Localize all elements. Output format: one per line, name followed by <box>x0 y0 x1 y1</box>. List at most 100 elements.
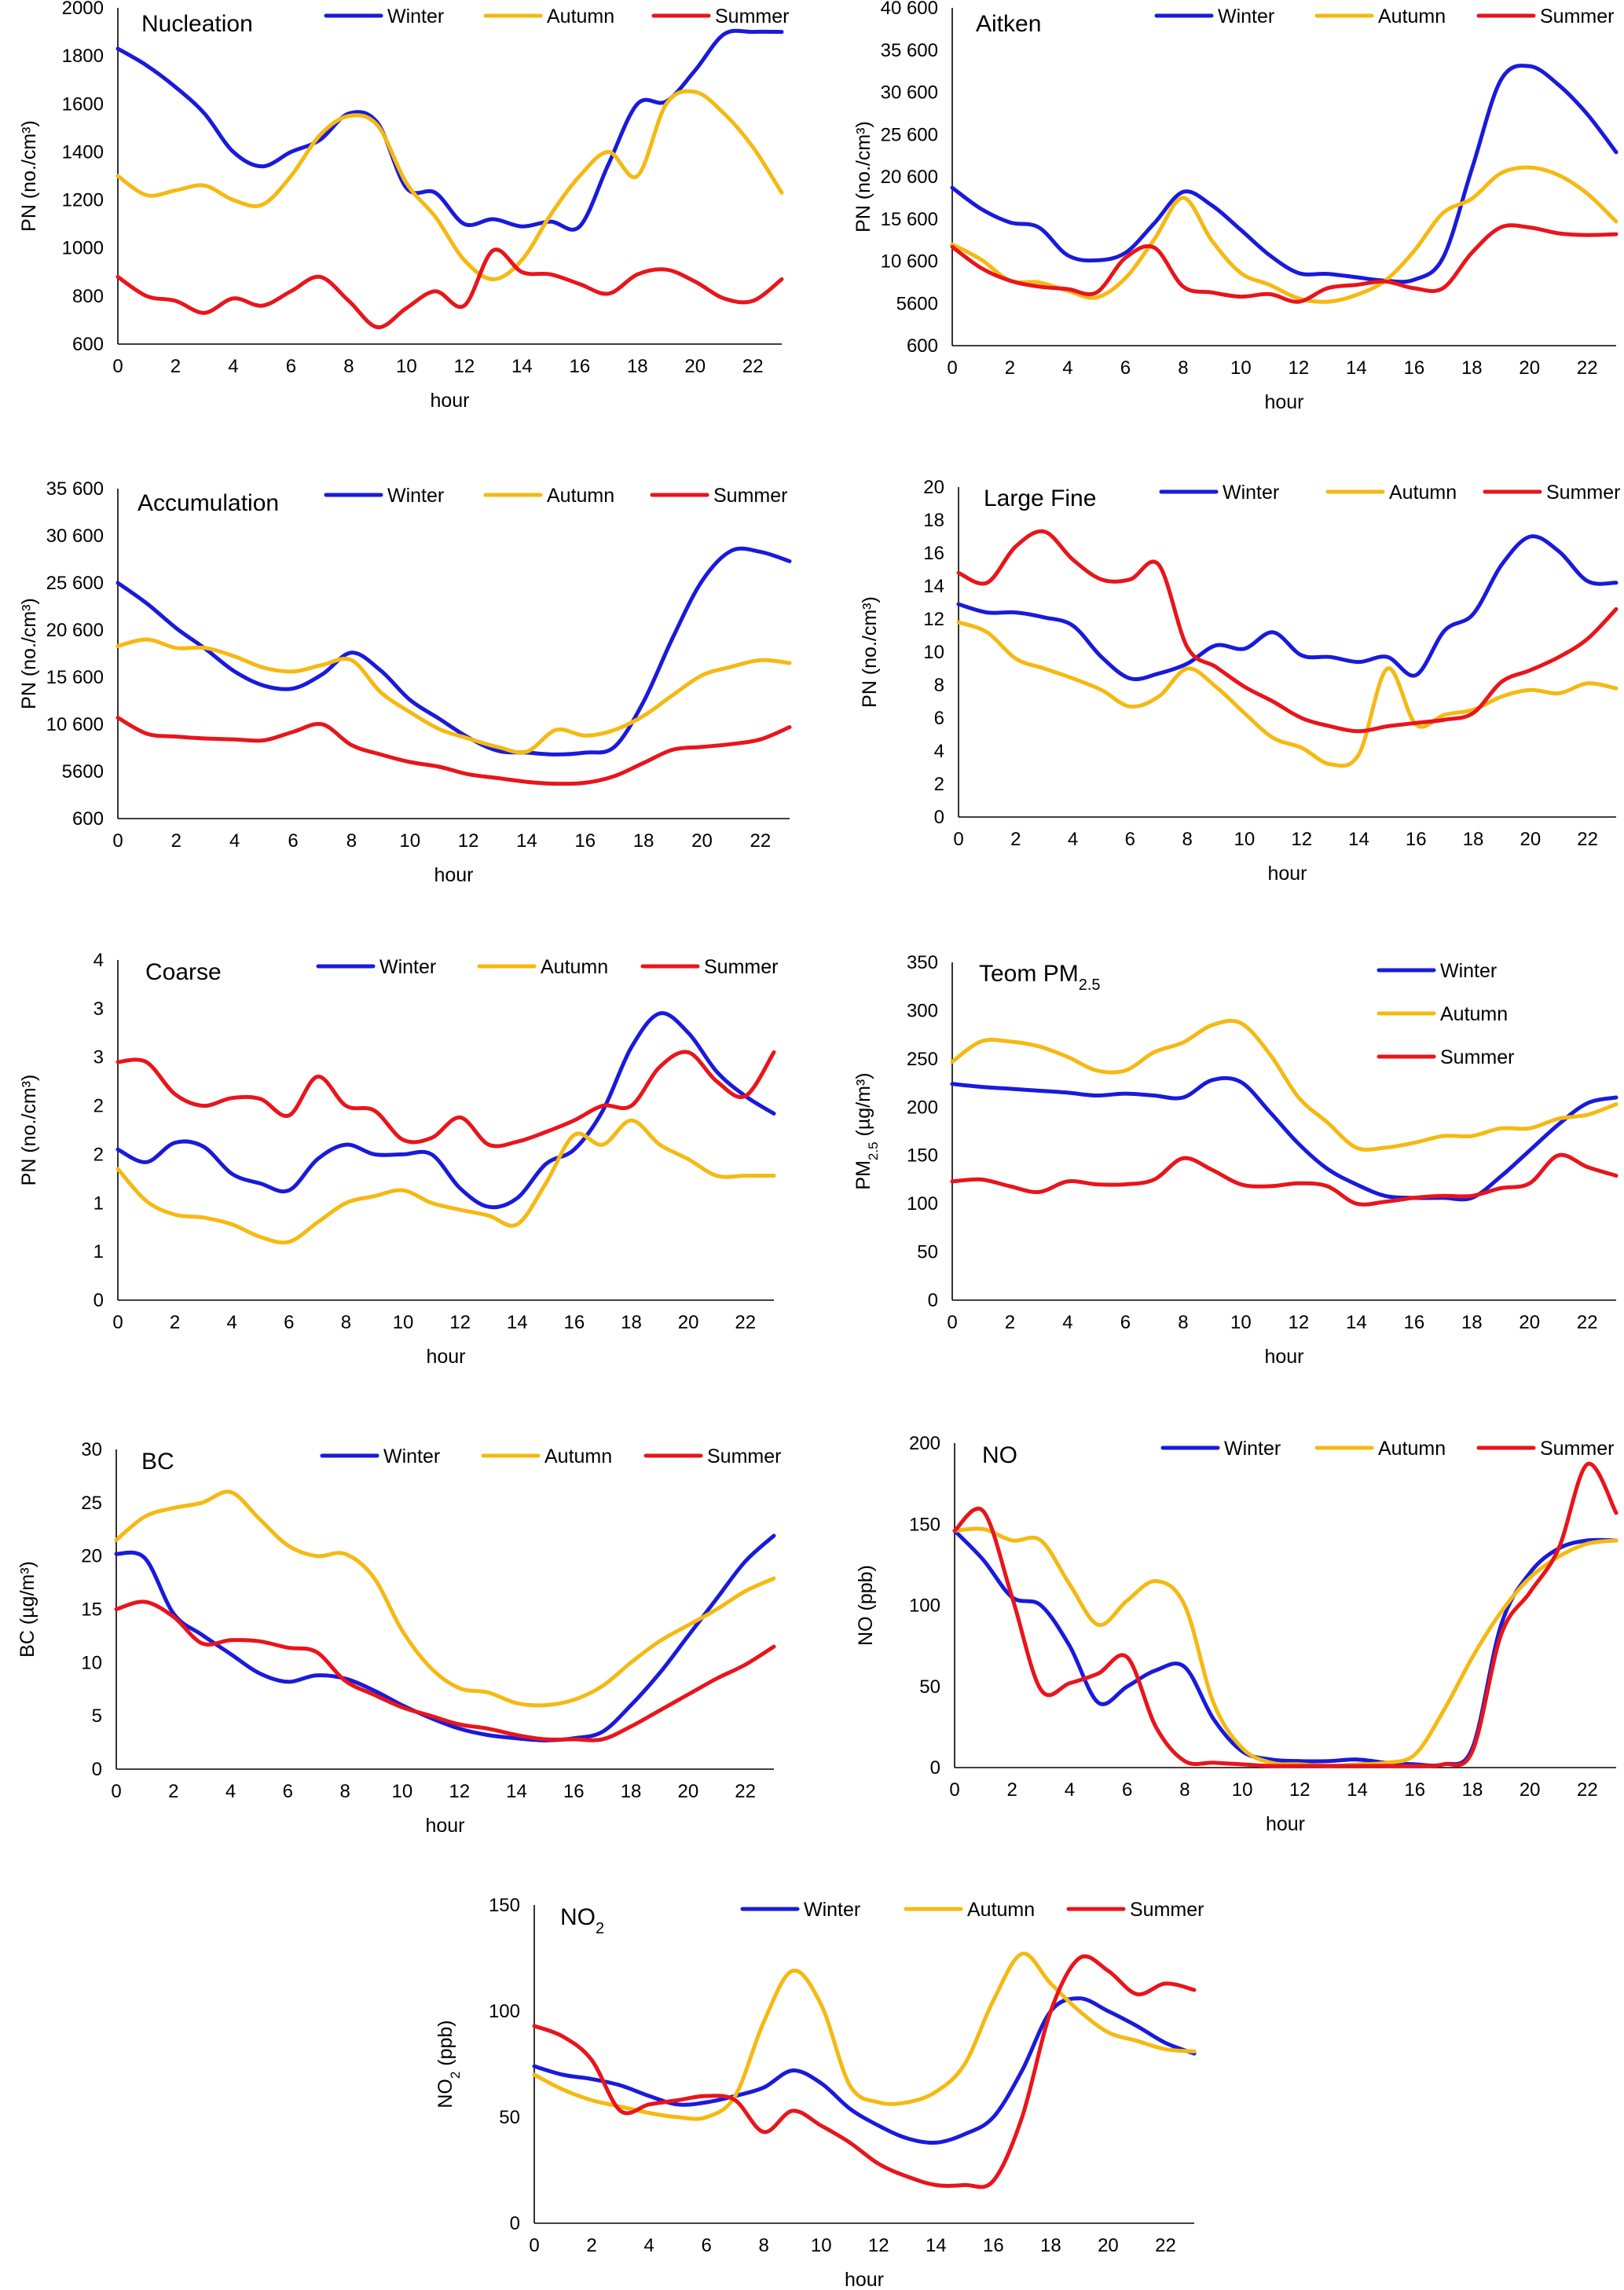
y-tick-label: 350 <box>907 952 938 973</box>
legend-label: Winter <box>1223 482 1279 504</box>
y-tick-label: 2000 <box>62 0 104 19</box>
y-tick-label: 300 <box>907 1000 938 1021</box>
x-tick-label: 22 <box>1577 1312 1598 1333</box>
y-tick-label: 20 600 <box>881 167 938 188</box>
series-line-autumn <box>950 165 1619 304</box>
x-tick-label: 8 <box>1182 829 1192 850</box>
x-tick-label: 0 <box>947 357 957 379</box>
series-line-winter <box>950 1075 1619 1202</box>
legend: Winter Autumn Summer <box>316 956 778 978</box>
chart-panel: 600 800 1000 1200 1400 1600 1800 2000 0 2 4 6 8 10 12 1… <box>18 0 789 412</box>
x-axis-title: hour <box>1264 391 1303 413</box>
x-axis-title: hour <box>425 1815 464 1837</box>
x-tick-label: 4 <box>229 830 240 852</box>
legend-label: Summer <box>715 5 789 27</box>
chart-title: Nucleation <box>141 11 253 37</box>
x-tick-label: 12 <box>458 830 479 852</box>
x-tick-label: 0 <box>112 830 123 852</box>
x-tick-label: 16 <box>564 1312 585 1333</box>
series-line-summer <box>956 529 1619 734</box>
legend-label: Winter <box>379 956 436 978</box>
x-tick-label: 16 <box>983 2235 1004 2256</box>
y-tick-label: 100 <box>907 1193 938 1215</box>
x-tick-label: 10 <box>392 1781 413 1802</box>
x-tick-label: 22 <box>1155 2235 1176 2256</box>
y-tick-label: 30 600 <box>881 82 938 104</box>
x-axis-title: hour <box>430 390 469 412</box>
x-tick-label: 10 <box>393 1312 414 1333</box>
x-tick-label: 6 <box>701 2235 711 2256</box>
y-tick-label: 8 <box>934 675 944 696</box>
y-tick-label: 10 <box>81 1652 102 1673</box>
y-tick-label: 5 <box>92 1706 102 1727</box>
y-tick-label: 600 <box>72 808 104 830</box>
x-tick-label: 16 <box>1404 1779 1425 1801</box>
x-tick-label: 10 <box>396 356 417 377</box>
x-tick-label: 20 <box>1520 1779 1541 1801</box>
x-tick-label: 16 <box>569 356 590 377</box>
x-tick-label: 4 <box>228 356 238 377</box>
y-tick-label: 50 <box>499 2107 520 2128</box>
series-line-autumn <box>115 637 792 755</box>
x-tick-label: 12 <box>868 2235 889 2256</box>
x-tick-label: 2 <box>586 2235 596 2256</box>
x-tick-label: 20 <box>691 830 713 852</box>
x-tick-label: 20 <box>1519 357 1540 379</box>
legend-label: Summer <box>1440 1046 1514 1068</box>
x-tick-label: 22 <box>1577 357 1598 379</box>
x-tick-label: 20 <box>1520 829 1541 850</box>
y-axis-title: PN (no./cm³) <box>859 596 881 708</box>
y-tick-label: 15 600 <box>881 209 938 230</box>
chart-panel: 0 2 4 6 8 10 12 14 16 18 20 0 2 4 6 8 10 12 14 16 18 20 22 hour… <box>859 477 1620 885</box>
x-tick-label: 2 <box>1007 1779 1017 1801</box>
y-tick-label: 14 <box>923 576 944 597</box>
y-tick-label: 800 <box>72 286 104 307</box>
y-tick-label: 6 <box>934 708 944 729</box>
y-tick-label: 1800 <box>62 46 104 67</box>
x-tick-label: 16 <box>1406 829 1427 850</box>
y-tick-label: 35 600 <box>881 40 938 61</box>
x-tick-label: 0 <box>112 356 123 377</box>
legend-label: Summer <box>1540 5 1614 27</box>
x-tick-label: 8 <box>758 2235 768 2256</box>
y-axis-title: PN (no./cm³) <box>18 120 40 232</box>
legend-label: Summer <box>1130 1899 1204 1921</box>
y-axis-title: PN (no./cm³) <box>852 121 874 233</box>
legend-label: Autumn <box>547 5 614 27</box>
legend: Winter Autumn Summer <box>324 5 789 27</box>
y-tick-label: 0 <box>934 807 944 828</box>
x-tick-label: 14 <box>926 2235 947 2256</box>
chart-title: Aitken <box>976 11 1041 37</box>
legend: Winter Autumn Summer <box>1159 482 1620 504</box>
y-tick-label: 1400 <box>62 141 104 163</box>
x-tick-label: 12 <box>449 1781 470 1802</box>
y-tick-label: 20 600 <box>46 620 104 641</box>
y-tick-label: 25 <box>81 1493 102 1514</box>
legend: Winter Autumn Summer <box>324 485 787 507</box>
legend-label: Autumn <box>1378 1438 1446 1460</box>
series-line-winter <box>114 1533 776 1742</box>
y-axis-title: NO (ppb) <box>855 1565 877 1646</box>
y-tick-label: 1000 <box>62 238 104 259</box>
x-tick-label: 18 <box>1461 357 1483 379</box>
series-line-summer <box>532 1954 1197 2189</box>
y-axis-title: PN (no./cm³) <box>18 598 40 709</box>
x-tick-label: 6 <box>286 356 296 377</box>
series-line-winter <box>950 64 1619 284</box>
legend-label: Summer <box>1546 482 1620 504</box>
series-line-autumn <box>956 620 1619 768</box>
series-line-summer <box>115 1050 776 1149</box>
series-line-autumn <box>115 1118 776 1245</box>
y-tick-label: 2 <box>934 774 944 795</box>
chart-title: BC <box>141 1449 174 1475</box>
x-tick-label: 0 <box>112 1312 123 1333</box>
y-tick-label: 12 <box>923 609 944 630</box>
x-tick-label: 8 <box>346 830 357 852</box>
x-tick-label: 12 <box>1289 1312 1310 1333</box>
x-tick-label: 10 <box>1230 1312 1252 1333</box>
x-tick-label: 0 <box>949 1779 959 1801</box>
legend: Winter Autumn Summer <box>1160 1438 1614 1460</box>
x-tick-label: 2 <box>1005 357 1015 379</box>
legend-label: Autumn <box>1389 482 1457 504</box>
